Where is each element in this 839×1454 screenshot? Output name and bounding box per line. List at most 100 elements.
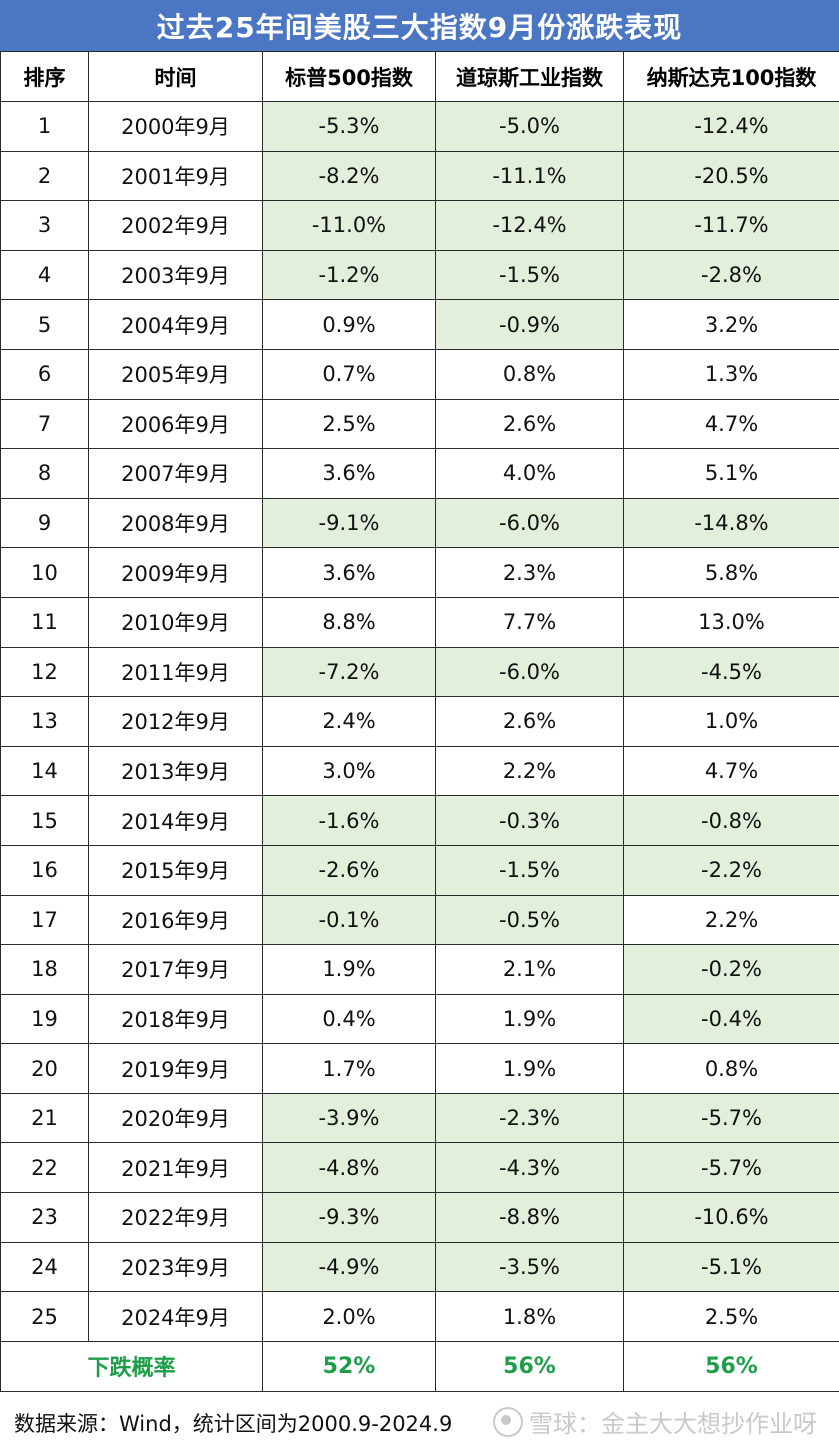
header-rank: 排序	[0, 51, 89, 102]
cell-rank: 5	[0, 299, 89, 350]
cell-rank: 24	[0, 1241, 89, 1293]
cell-dow: 2.3%	[435, 547, 624, 598]
cell-period: 2008年9月	[88, 497, 263, 549]
table-row: 16 2015年9月 -2.6% -1.5% -2.2%	[0, 844, 839, 896]
cell-dow: 4.0%	[435, 448, 624, 499]
cell-dow: -3.5%	[435, 1241, 624, 1293]
table-row: 3 2002年9月 -11.0% -12.4% -11.7%	[0, 200, 839, 251]
cell-dow: -2.3%	[435, 1092, 624, 1144]
summary-dow: 56%	[435, 1340, 624, 1392]
cell-dow: 2.6%	[435, 696, 624, 747]
cell-dow: -0.3%	[435, 795, 624, 846]
cell-period: 2024年9月	[88, 1291, 263, 1342]
cell-period: 2023年9月	[88, 1241, 263, 1293]
cell-nasdaq: -10.6%	[623, 1192, 839, 1243]
cell-dow: 2.1%	[435, 944, 624, 995]
cell-nasdaq: -12.4%	[623, 101, 839, 152]
cell-period: 2007年9月	[88, 448, 263, 499]
cell-rank: 8	[0, 448, 89, 499]
table-row: 7 2006年9月 2.5% 2.6% 4.7%	[0, 398, 839, 450]
table-row: 8 2007年9月 3.6% 4.0% 5.1%	[0, 448, 839, 499]
table-row: 6 2005年9月 0.7% 0.8% 1.3%	[0, 348, 839, 400]
cell-period: 2019年9月	[88, 1043, 263, 1094]
cell-sp500: -9.3%	[262, 1192, 436, 1243]
table-row: 15 2014年9月 -1.6% -0.3% -0.8%	[0, 795, 839, 846]
cell-sp500: 2.0%	[262, 1291, 436, 1342]
cell-rank: 22	[0, 1142, 89, 1194]
cell-sp500: 8.8%	[262, 596, 436, 648]
cell-nasdaq: 5.8%	[623, 547, 839, 598]
cell-sp500: -2.6%	[262, 844, 436, 896]
table-row: 4 2003年9月 -1.2% -1.5% -2.8%	[0, 249, 839, 301]
summary-sp500: 52%	[262, 1340, 436, 1392]
cell-dow: -5.0%	[435, 101, 624, 152]
cell-sp500: -5.3%	[262, 101, 436, 152]
cell-sp500: -1.6%	[262, 795, 436, 846]
cell-dow: 1.8%	[435, 1291, 624, 1342]
summary-label: 下跌概率	[0, 1340, 263, 1392]
cell-dow: 7.7%	[435, 596, 624, 648]
table-row: 18 2017年9月 1.9% 2.1% -0.2%	[0, 944, 839, 995]
table-row: 20 2019年9月 1.7% 1.9% 0.8%	[0, 1043, 839, 1094]
cell-nasdaq: -2.2%	[623, 844, 839, 896]
table-row: 9 2008年9月 -9.1% -6.0% -14.8%	[0, 497, 839, 549]
cell-period: 2000年9月	[88, 101, 263, 152]
cell-sp500: 0.9%	[262, 299, 436, 350]
cell-sp500: -4.9%	[262, 1241, 436, 1293]
cell-period: 2003年9月	[88, 249, 263, 301]
cell-period: 2012年9月	[88, 696, 263, 747]
cell-rank: 11	[0, 596, 89, 648]
cell-period: 2006年9月	[88, 398, 263, 450]
header-dow: 道琼斯工业指数	[435, 51, 624, 102]
cell-sp500: 2.5%	[262, 398, 436, 450]
returns-table: 排序 时间 标普500指数 道琼斯工业指数 纳斯达克100指数 1 2000年9月…	[0, 51, 839, 1392]
cell-period: 2017年9月	[88, 944, 263, 995]
cell-rank: 20	[0, 1043, 89, 1094]
cell-dow: 2.6%	[435, 398, 624, 450]
cell-rank: 18	[0, 944, 89, 995]
cell-sp500: -1.2%	[262, 249, 436, 301]
cell-rank: 23	[0, 1192, 89, 1243]
snowball-logo-icon	[493, 1406, 523, 1437]
cell-rank: 3	[0, 200, 89, 251]
cell-rank: 25	[0, 1291, 89, 1342]
table-row: 2 2001年9月 -8.2% -11.1% -20.5%	[0, 150, 839, 202]
cell-nasdaq: -0.2%	[623, 944, 839, 995]
cell-period: 2021年9月	[88, 1142, 263, 1194]
table-row: 21 2020年9月 -3.9% -2.3% -5.7%	[0, 1092, 839, 1144]
cell-sp500: -9.1%	[262, 497, 436, 549]
cell-dow: -1.5%	[435, 249, 624, 301]
cell-period: 2004年9月	[88, 299, 263, 350]
cell-nasdaq: -14.8%	[623, 497, 839, 549]
cell-rank: 15	[0, 795, 89, 846]
cell-rank: 2	[0, 150, 89, 202]
cell-rank: 10	[0, 547, 89, 598]
cell-rank: 9	[0, 497, 89, 549]
cell-nasdaq: 4.7%	[623, 745, 839, 797]
cell-nasdaq: 2.5%	[623, 1291, 839, 1342]
cell-rank: 4	[0, 249, 89, 301]
table-row: 24 2023年9月 -4.9% -3.5% -5.1%	[0, 1241, 839, 1293]
cell-period: 2013年9月	[88, 745, 263, 797]
cell-period: 2011年9月	[88, 646, 263, 698]
table-row: 12 2011年9月 -7.2% -6.0% -4.5%	[0, 646, 839, 698]
cell-nasdaq: -4.5%	[623, 646, 839, 698]
table-row: 23 2022年9月 -9.3% -8.8% -10.6%	[0, 1192, 839, 1243]
table-row: 11 2010年9月 8.8% 7.7% 13.0%	[0, 596, 839, 648]
cell-rank: 13	[0, 696, 89, 747]
cell-period: 2010年9月	[88, 596, 263, 648]
cell-sp500: 1.7%	[262, 1043, 436, 1094]
cell-nasdaq: 3.2%	[623, 299, 839, 350]
cell-sp500: 3.6%	[262, 547, 436, 598]
cell-sp500: 3.6%	[262, 448, 436, 499]
header-period: 时间	[88, 51, 263, 102]
table-row: 25 2024年9月 2.0% 1.8% 2.5%	[0, 1291, 839, 1342]
table-row: 1 2000年9月 -5.3% -5.0% -12.4%	[0, 101, 839, 152]
cell-period: 2015年9月	[88, 844, 263, 896]
cell-sp500: 2.4%	[262, 696, 436, 747]
table-row: 17 2016年9月 -0.1% -0.5% 2.2%	[0, 894, 839, 946]
table-row: 22 2021年9月 -4.8% -4.3% -5.7%	[0, 1142, 839, 1194]
cell-rank: 14	[0, 745, 89, 797]
cell-nasdaq: -5.7%	[623, 1142, 839, 1194]
table-title: 过去25年间美股三大指数9月份涨跌表现	[0, 0, 839, 51]
